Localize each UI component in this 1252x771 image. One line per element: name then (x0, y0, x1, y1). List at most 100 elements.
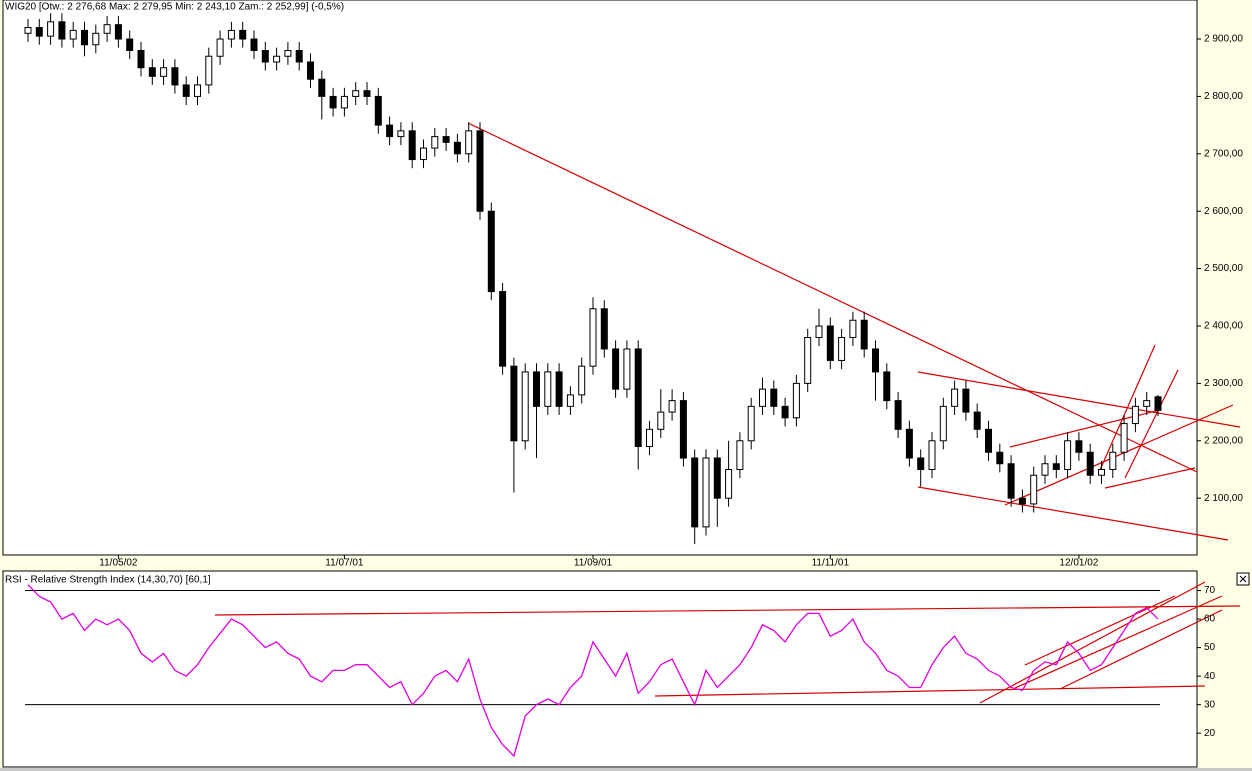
rsi-title: RSI - Relative Strength Index (14,30,70)… (5, 575, 211, 586)
x-tick-label: 12/01/02 (1059, 558, 1098, 569)
y-tick-label: 2 500,00 (1204, 263, 1243, 274)
candle-body (815, 325, 823, 338)
candle-body (160, 67, 168, 77)
candle-body (623, 348, 631, 390)
candle-body (1120, 423, 1128, 453)
candle-body (408, 130, 416, 161)
candle-body (555, 371, 563, 407)
candle-body (883, 371, 891, 402)
chart-title: WIG20 [Otw.: 2 276,68 Max: 2 279,95 Min:… (5, 2, 344, 13)
candle-body (1086, 451, 1094, 476)
y-tick-label: 70 (1204, 585, 1216, 596)
candle-body (182, 84, 190, 97)
candle-body (759, 388, 766, 407)
candle-body (137, 50, 145, 69)
x-tick-label: 11/07/01 (325, 558, 364, 569)
trendlines (214, 122, 1241, 704)
candle-body (465, 130, 473, 155)
x-tick-label: 11/05/02 (99, 558, 138, 569)
candle-body (792, 382, 800, 419)
candle-body (194, 84, 201, 97)
candle-body (1098, 468, 1105, 476)
candle-body (996, 451, 1004, 465)
candle-body (58, 21, 66, 40)
candle-body (804, 336, 812, 384)
candle-body (273, 55, 281, 63)
y-tick-label: 30 (1204, 699, 1216, 710)
candle-body (725, 468, 733, 499)
candle-body (917, 457, 925, 470)
y-tick-label: 2 900,00 (1204, 34, 1243, 45)
candle-body (1143, 400, 1151, 407)
candle-body (318, 78, 326, 97)
candle-body (702, 457, 710, 528)
price-panel (2, 0, 1198, 556)
y-tick-label: 20 (1204, 728, 1216, 739)
candle-body (397, 130, 405, 138)
y-tick-label: 2 300,00 (1204, 378, 1243, 389)
candle-body (905, 428, 913, 459)
y-tick-label: 2 800,00 (1204, 91, 1243, 102)
candle-body (261, 50, 269, 63)
candle-body (239, 29, 247, 40)
candle-body (973, 411, 981, 430)
candle-body (453, 141, 461, 155)
candle-body (1109, 451, 1117, 470)
candle-body (860, 319, 868, 350)
candle-body (1041, 463, 1049, 476)
x-tick-label: 11/09/01 (574, 558, 613, 569)
candle-body (1075, 440, 1083, 453)
y-tick-label: 2 600,00 (1204, 206, 1243, 217)
candle-body (634, 348, 642, 448)
y-tick-label: 2 400,00 (1204, 321, 1243, 332)
candle-body (713, 457, 721, 499)
candle-body (691, 457, 699, 528)
candle-body (1154, 396, 1162, 411)
candle-body (250, 38, 258, 52)
candle-body (227, 29, 235, 40)
candle-body (566, 394, 574, 407)
candle-body (24, 27, 32, 34)
candle-body (770, 388, 778, 407)
candle-body (47, 21, 55, 37)
candle-body (838, 336, 846, 361)
candle-body (442, 136, 450, 143)
x-tick-label: 11/11/01 (812, 558, 850, 569)
candle-body (340, 95, 348, 109)
candle-body (148, 67, 156, 77)
candle-body (216, 38, 224, 57)
candle-body (657, 411, 665, 430)
bottom-strip (0, 768, 1252, 771)
candle-body (284, 50, 292, 57)
candle-body (736, 440, 744, 470)
candle-body (1030, 474, 1038, 505)
candle-body (69, 29, 77, 40)
rsi-panel (2, 570, 1198, 768)
candle-body (928, 440, 936, 470)
y-tick-label: 60 (1204, 614, 1216, 625)
candle-body (307, 61, 314, 80)
candle-body (420, 147, 427, 161)
y-tick-label: 2 200,00 (1204, 435, 1243, 446)
candle-body (510, 365, 518, 442)
candle-body (81, 29, 88, 46)
candle-body (295, 50, 303, 63)
candle-body (781, 405, 789, 419)
candle-body (962, 388, 970, 413)
candle-body (521, 371, 529, 442)
candle-body (894, 400, 902, 430)
candle-body (386, 124, 394, 138)
candle-body (126, 38, 134, 52)
candle-body (476, 130, 484, 212)
candle-body (92, 32, 100, 46)
y-tick-label: 2 100,00 (1204, 493, 1243, 504)
candle-body (668, 400, 676, 413)
candle-body (114, 24, 122, 40)
candle-body (499, 291, 507, 367)
candle-body (1018, 497, 1026, 505)
candle-body (35, 27, 43, 37)
candle-body (329, 95, 337, 109)
y-tick-label: 2 700,00 (1204, 148, 1243, 159)
candle-body (849, 319, 857, 338)
